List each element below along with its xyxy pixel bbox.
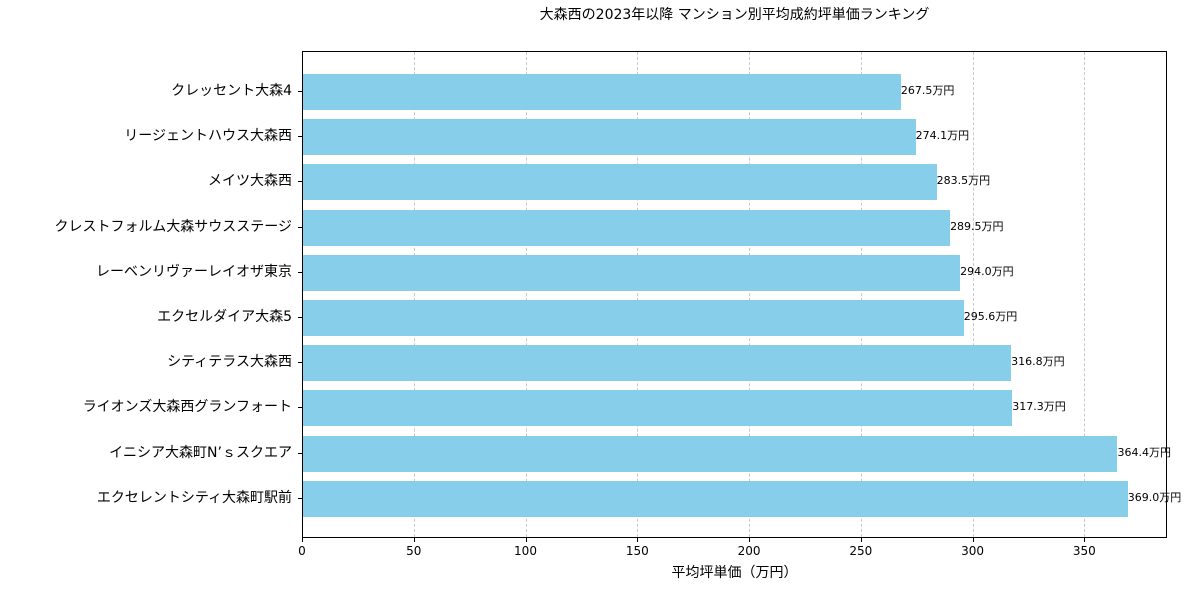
x-tick-label: 50: [406, 544, 422, 558]
y-tick: [298, 271, 302, 273]
bar-value-label: 317.3万円: [1012, 400, 1066, 414]
bar-value-label: 267.5万円: [900, 84, 955, 97]
y-tick: [298, 317, 302, 318]
bar: [303, 480, 1128, 517]
y-tick-label: イニシア大森町N’ｓスクエア: [109, 444, 292, 461]
y-tick-label: レーベンリヴァーレイオザ東京: [96, 263, 292, 280]
x-tick-label: 350: [1072, 544, 1096, 558]
x-tick: [302, 538, 303, 542]
y-tick-label: メイツ大森西: [208, 173, 292, 190]
y-tick: [298, 181, 302, 183]
x-tick: [637, 538, 639, 542]
bar: [303, 119, 916, 156]
gridline: [1084, 52, 1086, 537]
x-tick: [860, 538, 862, 542]
gridline: [525, 52, 527, 537]
y-tick-label: シティテラス大森西: [167, 354, 292, 371]
x-tick-label: 100: [514, 544, 537, 558]
y-tick-label: クレッセント大森4: [171, 83, 292, 99]
bar: [303, 345, 1012, 382]
gridline: [749, 52, 751, 537]
bar: [303, 164, 937, 201]
x-tick: [749, 538, 751, 542]
gridline: [413, 52, 415, 537]
bar: [303, 254, 961, 291]
gridline: [637, 52, 639, 537]
gridline: [860, 52, 862, 537]
x-tick: [972, 538, 974, 542]
bar-value-label: 294.0万円: [960, 264, 1014, 278]
y-tick-label: リージェントハウス大森西: [124, 128, 292, 145]
y-tick-label: ライオンズ大森西グランフォート: [82, 399, 292, 416]
bar-value-label: 295.6万円: [963, 310, 1018, 323]
x-tick: [1084, 538, 1086, 542]
bar-value-label: 316.8万円: [1011, 355, 1065, 369]
bar-value-label: 364.4万円: [1117, 445, 1171, 459]
y-tick-label: エクセルダイア大森5: [157, 309, 292, 325]
plot-area: 267.5万円 274.1万円 283.5万円 289.5万円 294.0万円 295.6…: [302, 51, 1181, 538]
x-axis-label: 平均坪単価（万円）: [671, 565, 798, 581]
bar-value-label: 369.0万円: [1127, 490, 1182, 504]
bar: [303, 209, 951, 246]
y-tick: [298, 497, 302, 499]
y-tick-label: エクセレントシティ大森町駅前: [96, 489, 292, 506]
x-tick-label: 150: [625, 544, 649, 558]
y-tick: [298, 407, 302, 409]
bar: [303, 390, 1013, 427]
y-tick: [298, 362, 302, 364]
y-tick: [298, 91, 302, 92]
x-tick-label: 0: [298, 544, 306, 558]
bar-value-label: 283.5万円: [936, 174, 991, 188]
x-tick-label: 250: [849, 544, 873, 558]
x-tick-label: 300: [961, 544, 984, 558]
bar-value-label: 289.5万円: [950, 219, 1004, 233]
x-tick-label: 200: [737, 544, 761, 558]
bar: [303, 435, 1118, 472]
y-tick: [298, 452, 302, 454]
x-tick: [525, 538, 527, 542]
bar: [303, 300, 964, 336]
y-tick: [298, 226, 302, 228]
y-tick-label: クレストフォルム大森サウスステージ: [54, 218, 292, 235]
bar: [303, 74, 901, 110]
x-tick: [413, 538, 415, 542]
gridline: [972, 52, 974, 537]
y-tick: [298, 136, 302, 138]
bar-value-label: 274.1万円: [915, 129, 970, 143]
chart-title: 大森西の2023年以降 マンション別平均成約坪単価ランキング: [539, 7, 930, 23]
